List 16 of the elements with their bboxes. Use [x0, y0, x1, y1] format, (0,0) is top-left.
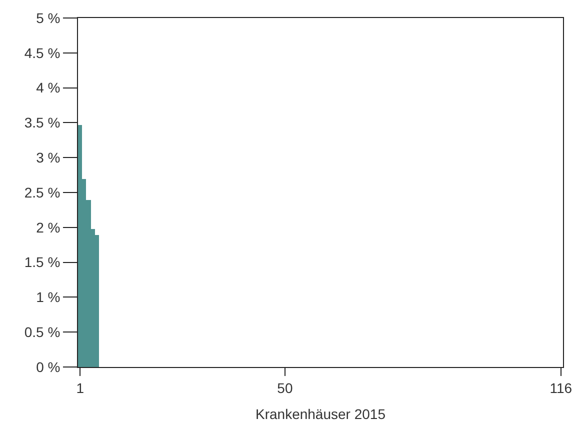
y-tick-label: 3.5 % [24, 114, 60, 131]
x-axis-title: Krankenhäuser 2015 [256, 406, 386, 422]
x-tick-label: 50 [277, 380, 293, 396]
x-tick-label: 1 [76, 380, 84, 396]
y-tick-label: 0 % [36, 358, 60, 375]
y-tick-label: 4 % [36, 80, 60, 96]
bar [78, 125, 82, 367]
y-tick-label: 5 % [36, 10, 60, 26]
y-tick-label: 1.5 % [24, 254, 60, 270]
x-tick-label: 116 [550, 380, 572, 396]
y-tick-label: 2.5 % [24, 184, 60, 200]
y-tick-label: 3 % [36, 150, 60, 166]
y-tick-label: 2 % [36, 219, 60, 236]
y-tick-label: 0.5 % [24, 324, 60, 340]
y-tick-label: 4.5 % [24, 44, 60, 61]
y-tick-label: 1 % [36, 289, 60, 306]
